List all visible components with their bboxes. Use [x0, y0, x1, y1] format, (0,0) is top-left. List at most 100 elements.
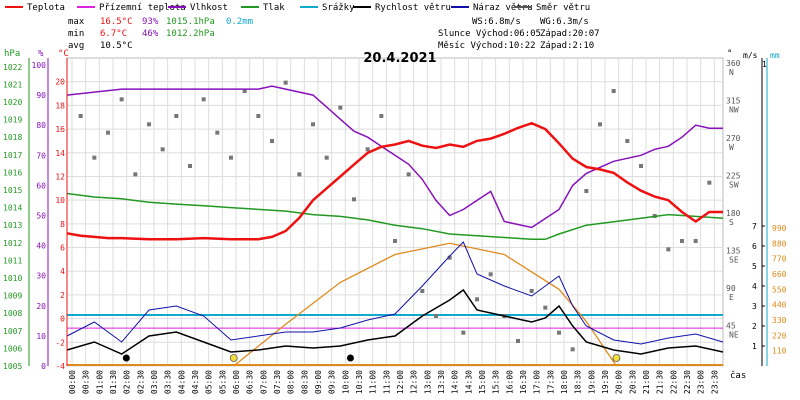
time-tick-label: 03:30 — [164, 370, 173, 394]
chart-legend: Teplota Přízemní teplota Vlhkost Tlak Srážky… — [5, 3, 590, 13]
time-tick-label: 16:30 — [519, 370, 528, 394]
celsius-tick-label: 12 — [55, 172, 65, 181]
solar-tick-label: 330 — [772, 316, 787, 325]
solar-curve — [233, 242, 617, 367]
wind-direction-point — [379, 114, 384, 118]
pct-tick-label: 0 — [41, 362, 46, 371]
legend-label: Srážky — [322, 3, 355, 13]
humidity-line — [66, 85, 723, 229]
stat-max-press: 1015.1hPa — [166, 17, 215, 27]
pct-tick-label: 30 — [36, 272, 46, 281]
time-tick-label: 21:30 — [656, 370, 665, 394]
chart-title: 20.4.2021 — [363, 51, 436, 66]
wind-direction-point — [297, 172, 302, 177]
time-tick-label: 02:30 — [136, 370, 145, 394]
hpa-tick-label: 1016 — [3, 168, 22, 177]
pct-tick-label: 70 — [36, 151, 46, 160]
pct-tick-label: 10 — [36, 332, 46, 341]
direction-name-label: SW — [729, 181, 739, 190]
pct-tick-label: 90 — [36, 91, 46, 100]
time-tick-label: 08:30 — [300, 370, 309, 394]
temperature-line — [66, 121, 723, 241]
hpa-tick-label: 1021 — [3, 80, 22, 89]
hpa-tick-label: 1017 — [3, 151, 22, 160]
wind-direction-point — [133, 172, 138, 177]
time-tick-label: 15:00 — [478, 370, 487, 394]
time-tick-label: 13:00 — [423, 370, 432, 394]
time-tick-label: 22:30 — [683, 370, 692, 394]
direction-tick-label: 225 — [726, 172, 741, 181]
direction-tick-label: 360 — [726, 59, 741, 68]
time-tick-label: 14:00 — [451, 370, 460, 394]
moonrise-marker — [346, 354, 354, 362]
time-tick-label: 07:30 — [273, 370, 282, 394]
stat-max-label: max — [68, 17, 85, 27]
hpa-tick-label: 1005 — [3, 362, 22, 371]
x-axis-label: čas — [730, 370, 746, 381]
hpa-tick-label: 1013 — [3, 221, 22, 230]
time-tick-label: 04:30 — [191, 370, 200, 394]
wind-direction-point — [119, 97, 124, 102]
wind-direction-point — [680, 239, 684, 243]
solar-tick-label: 660 — [772, 270, 787, 279]
time-tick-label: 03:00 — [150, 370, 159, 394]
direction-tick-label: 270 — [726, 134, 741, 143]
wind-direction-point — [475, 297, 479, 302]
celsius-tick-label: 8 — [60, 220, 65, 229]
direction-tick-label: 180 — [726, 209, 741, 218]
time-tick-label: 19:00 — [587, 370, 596, 394]
hpa-tick-label: 1007 — [3, 327, 22, 336]
time-tick-label: 05:30 — [218, 370, 227, 394]
celsius-tick-label: -2 — [55, 338, 65, 347]
wind-direction-point — [406, 172, 411, 177]
direction-name-label: NE — [729, 331, 739, 340]
moonset-info: Západ:2:10 — [540, 41, 594, 51]
hpa-tick-label: 1011 — [3, 256, 22, 265]
wind-direction-point — [256, 114, 261, 118]
direction-name-label: NW — [729, 106, 739, 115]
time-tick-label: 18:30 — [574, 370, 583, 394]
legend-label: Směr větru — [536, 3, 590, 13]
wind-tick-label: 5 — [752, 262, 757, 271]
pct-unit-label: % — [38, 49, 44, 59]
celsius-tick-label: 20 — [55, 78, 65, 87]
wind-direction-point — [420, 289, 425, 293]
pct-tick-label: 40 — [36, 242, 46, 251]
wind-direction-point — [324, 155, 329, 160]
wind-direction-point — [516, 339, 520, 343]
pct-tick-label: 20 — [36, 302, 46, 311]
wind-direction-point — [160, 147, 165, 152]
axes: 00:00 00:30 01:00 01:30 02:00 02:30 03:00 03:30… — [3, 49, 787, 394]
wind-direction-point — [693, 239, 698, 243]
wind-direction-point — [434, 314, 438, 318]
stat-min-hum: 46% — [142, 29, 159, 39]
ms-top-tick: 1 — [762, 60, 767, 69]
time-tick-label: 10:00 — [341, 370, 350, 394]
hpa-tick-label: 1008 — [3, 309, 22, 318]
hpa-tick-label: 1022 — [3, 63, 22, 72]
hpa-tick-label: 1019 — [3, 116, 22, 125]
direction-name-label: N — [729, 68, 734, 77]
wind-direction-point — [365, 147, 370, 152]
wind-gust-line — [66, 241, 724, 345]
legend-label: Rychlost větru — [375, 3, 451, 13]
legend-label: Náraz větru — [473, 3, 533, 13]
wind-speed-line — [66, 288, 724, 355]
stat-min-press: 1012.2hPa — [166, 29, 215, 39]
wind-direction-point — [106, 130, 110, 135]
direction-name-label: W — [729, 143, 734, 152]
time-tick-label: 12:00 — [396, 370, 405, 394]
wind-direction-point — [611, 89, 616, 93]
celsius-unit-label: °C — [58, 49, 69, 59]
time-tick-label: 08:00 — [287, 370, 296, 394]
time-tick-label: 20:00 — [615, 370, 624, 394]
wind-direction-point — [625, 139, 630, 143]
celsius-tick-label: 2 — [60, 291, 65, 300]
pct-tick-label: 60 — [36, 181, 46, 190]
hpa-tick-label: 1006 — [3, 344, 22, 353]
time-tick-label: 23:30 — [710, 370, 719, 394]
direction-tick-label: 90 — [726, 284, 736, 293]
time-tick-label: 22:00 — [669, 370, 678, 394]
chart-grid — [66, 57, 724, 367]
